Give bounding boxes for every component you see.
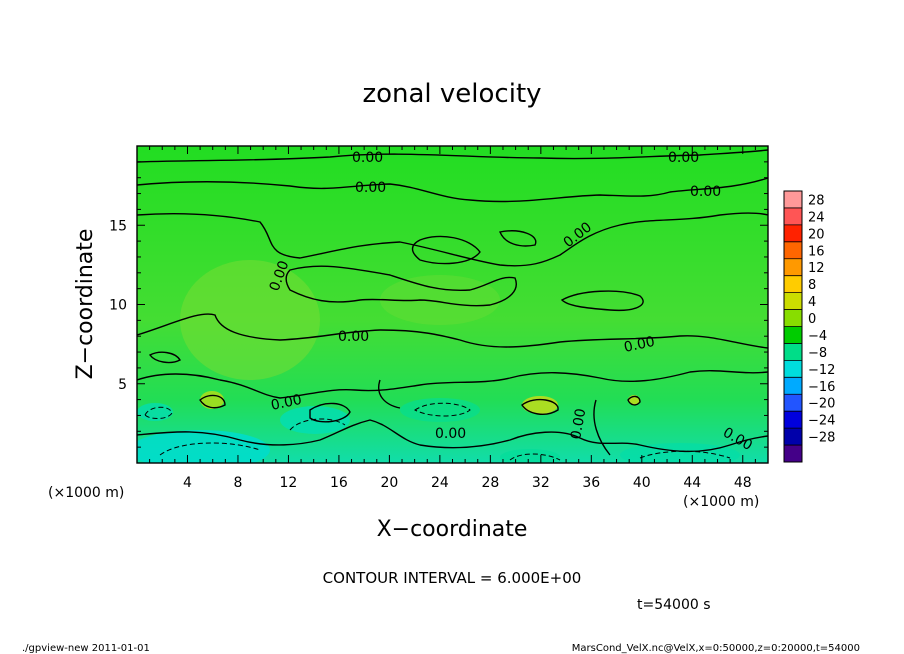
colorbar-label: −28 [808,431,835,446]
x-tick-label: 32 [532,475,550,491]
contour-label: 0.00 [338,329,369,345]
field-patch [137,403,173,421]
colorbar-swatch [784,309,802,327]
field-patch [522,396,558,414]
x-unit-right: (×1000 m) [683,494,759,510]
field-patch [620,443,740,463]
contour-label: 0.00 [355,180,386,196]
contour-label: 0.00 [668,150,699,166]
contour-label: 0.00 [270,392,304,414]
contour-label: 0.00 [568,407,589,440]
contour-label: 0.00 [352,150,383,166]
colorbar-swatch [784,241,802,259]
time-label: t=54000 s [637,597,711,613]
colorbar-swatch [784,326,802,344]
x-tick-label: 4 [183,475,192,491]
colorbar-label: 24 [808,210,825,225]
y-tick-label: 5 [118,377,127,393]
colorbar-label: −12 [808,363,835,378]
negative-contours [144,402,731,461]
contour-label: 0.00 [435,426,466,442]
colorbar-swatch [784,207,802,225]
colorbar-swatch [784,292,802,310]
field-patch [137,430,270,463]
colorbar-label: 0 [808,312,816,327]
x-tick-label: 36 [582,475,600,491]
colorbar-swatch [784,224,802,242]
field-patch [400,398,480,422]
colorbar: 28 24 20 16 12 8 4 0 −4 −8 −12 −16 −20 −24 −28 [783,190,835,463]
colorbar-label: −16 [808,380,835,395]
colorbar-label: −20 [808,397,835,412]
contour-label: 0.00 [690,184,721,200]
y-tick-label: 10 [109,298,127,314]
chart-title: zonal velocity [362,79,541,109]
colorbar-swatch [784,445,802,462]
colorbar-label: 20 [808,227,825,242]
x-axis: 4 8 12 16 20 24 28 32 36 40 44 48 [149,146,756,491]
plot-area: 0.00 0.00 0.00 0.00 0.00 0.00 0.00 0.00 … [137,146,768,463]
colorbar-swatch [784,191,802,208]
colorbar-label: 4 [808,295,816,310]
x-tick-label: 44 [683,475,701,491]
colorbar-swatch [784,275,802,293]
contour-label: 0.00 [623,334,657,356]
contour-lines [137,149,768,456]
y-tick-label: 15 [109,218,127,234]
colorbar-label: 28 [808,193,825,208]
x-tick-label: 24 [431,475,449,491]
colorbar-swatch [784,428,802,446]
y-axis-label: Z−coordinate [73,229,98,380]
colorbar-swatch [784,258,802,276]
colorbar-swatch [784,411,802,429]
colorbar-label: −4 [808,329,827,344]
colorbar-swatch [784,377,802,395]
x-tick-label: 20 [380,475,398,491]
x-tick-label: 48 [734,475,752,491]
x-tick-label: 28 [481,475,499,491]
colorbar-label: 8 [808,278,816,293]
colorbar-label: −8 [808,346,827,361]
x-tick-label: 8 [233,475,242,491]
field-patch [180,260,320,380]
x-tick-label: 40 [633,475,651,491]
colorbar-label: 12 [808,261,825,276]
field-patch [500,449,560,463]
footer-left: ./gpview-new 2011-01-01 [22,643,150,654]
footer-right: MarsCond_VelX.nc@VelX,x=0:50000,z=0:2000… [572,643,860,654]
field-patch [380,275,500,325]
contour-interval: CONTOUR INTERVAL = 6.000E+00 [323,569,582,587]
x-tick-label: 12 [280,475,298,491]
colorbar-label: 16 [808,244,825,259]
x-tick-label: 16 [330,475,348,491]
x-axis-label: X−coordinate [377,517,528,542]
colorbar-swatch [784,343,802,361]
colorbar-swatch [784,360,802,378]
colorbar-label: −24 [808,414,835,429]
colorbar-swatch [784,394,802,412]
x-unit-left: (×1000 m) [48,485,124,501]
y-axis: 5 10 15 [109,161,768,448]
